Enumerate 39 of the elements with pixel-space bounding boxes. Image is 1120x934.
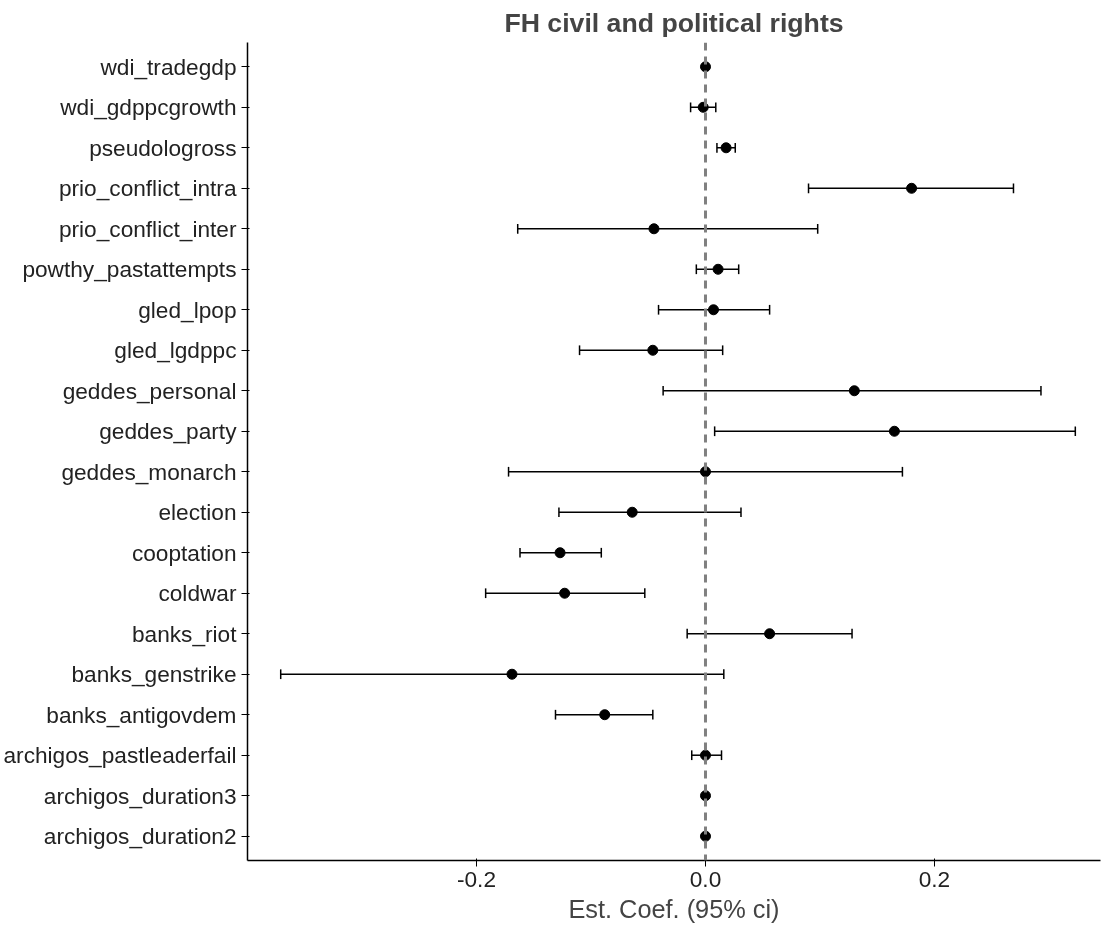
- y-tick-label: gled_lgdppc: [114, 337, 237, 364]
- y-tick-label: banks_genstrike: [71, 661, 237, 688]
- y-tick-label: banks_antigovdem: [46, 701, 237, 728]
- x-tick-label: 0.2: [918, 865, 951, 892]
- point: [712, 263, 724, 275]
- point: [506, 668, 518, 680]
- point: [888, 425, 900, 437]
- y-tick-label: gled_lpop: [138, 296, 237, 323]
- point: [764, 628, 776, 640]
- x-axis-title: Est. Coef. (95% ci): [568, 894, 780, 923]
- y-tick-label: archigos_duration3: [43, 782, 237, 809]
- point: [648, 223, 660, 235]
- x-tick-label: 0.0: [689, 865, 722, 892]
- point: [599, 709, 611, 721]
- y-tick-label: prio_conflict_intra: [58, 175, 237, 202]
- y-tick-label: powthy_pastattempts: [22, 256, 237, 283]
- y-tick-label: wdi_tradegdp: [99, 53, 237, 80]
- y-tick-label: wdi_gdppcgrowth: [59, 94, 237, 121]
- y-tick-label: prio_conflict_inter: [58, 215, 237, 242]
- y-tick-label: election: [158, 499, 237, 526]
- point: [647, 344, 659, 356]
- y-tick-label: archigos_pastleaderfail: [3, 742, 237, 769]
- point: [559, 587, 571, 599]
- y-tick-label: banks_riot: [131, 620, 238, 647]
- point: [626, 506, 638, 518]
- y-tick-label: geddes_party: [99, 418, 238, 445]
- y-tick-label: geddes_personal: [62, 377, 237, 404]
- y-tick-label: archigos_duration2: [43, 823, 237, 850]
- point: [708, 304, 719, 316]
- y-tick-label: coldwar: [158, 580, 237, 607]
- point: [906, 182, 918, 194]
- point: [720, 142, 732, 154]
- y-tick-label: cooptation: [131, 539, 237, 566]
- x-tick-label: -0.2: [456, 865, 497, 892]
- point: [554, 547, 566, 559]
- y-tick-label: pseudologross: [89, 134, 237, 161]
- point: [848, 385, 860, 397]
- chart-title: FH civil and political rights: [504, 7, 844, 38]
- y-tick-label: geddes_monarch: [61, 458, 237, 485]
